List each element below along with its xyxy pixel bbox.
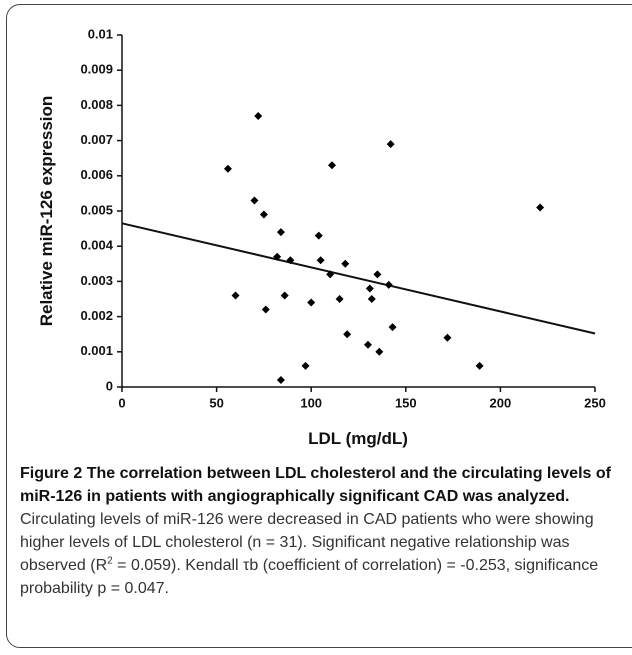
y-tick-label: 0.002 (80, 308, 113, 323)
point (384, 280, 393, 289)
y-tick-label: 0.008 (80, 97, 113, 112)
point (343, 330, 352, 339)
point (341, 259, 350, 268)
point (254, 111, 263, 120)
x-tick-label: 200 (490, 395, 512, 410)
point (443, 333, 452, 342)
y-tick-label: 0.006 (80, 167, 113, 182)
y-tick-label: 0.007 (80, 132, 113, 147)
y-tick-label: 0.009 (80, 62, 113, 77)
y-axis-title: Relative miR-126 expression (37, 96, 56, 327)
caption: Figure 2 The correlation between LDL cho… (20, 462, 620, 600)
point (280, 291, 289, 300)
x-tick-label: 0 (118, 395, 125, 410)
point (231, 291, 240, 300)
point (307, 298, 316, 307)
caption-text: Circulating levels of miR-126 were decre… (20, 511, 594, 574)
y-tick-label: 0.003 (80, 273, 113, 288)
point (276, 228, 285, 237)
x-tick-label: 50 (209, 395, 223, 410)
chart: LDL (mg/dL) Relative miR-126 expression … (37, 26, 606, 448)
caption-title: The correlation between LDL cholesterol … (20, 465, 611, 505)
y-tick-label: 0.004 (80, 238, 113, 253)
point (328, 161, 337, 170)
point (335, 295, 344, 303)
point (273, 252, 282, 261)
point (375, 347, 384, 356)
point (367, 295, 376, 303)
x-tick-label: 250 (584, 395, 606, 410)
point (286, 256, 295, 265)
figure-frame (6, 4, 632, 648)
fit-line (121, 222, 596, 335)
point (386, 140, 395, 149)
figure-label: Figure 2 (20, 465, 83, 482)
x-tick-label: 100 (300, 395, 322, 410)
y-tick-label: 0.005 (80, 202, 113, 217)
point (261, 305, 270, 314)
x-axis-title: LDL (mg/dL) (308, 429, 408, 448)
point (276, 375, 285, 384)
y-tick-label: 0.001 (80, 343, 113, 358)
y-tick-label: 0.01 (88, 26, 113, 41)
point (536, 203, 545, 212)
point (314, 231, 323, 240)
x-tick-label: 150 (395, 395, 417, 410)
point (365, 284, 374, 293)
point (475, 361, 484, 370)
y-tick-label: 0 (106, 378, 113, 393)
point (388, 323, 397, 332)
point (223, 164, 232, 173)
point (373, 270, 382, 279)
point (301, 361, 310, 370)
point (250, 196, 259, 205)
superscript: 2 (107, 555, 113, 567)
point (259, 210, 268, 219)
point (363, 340, 372, 349)
point (316, 256, 325, 265)
caption-text: = 0.059). Kendall τb (coefficient of cor… (20, 557, 599, 597)
point (326, 270, 335, 279)
